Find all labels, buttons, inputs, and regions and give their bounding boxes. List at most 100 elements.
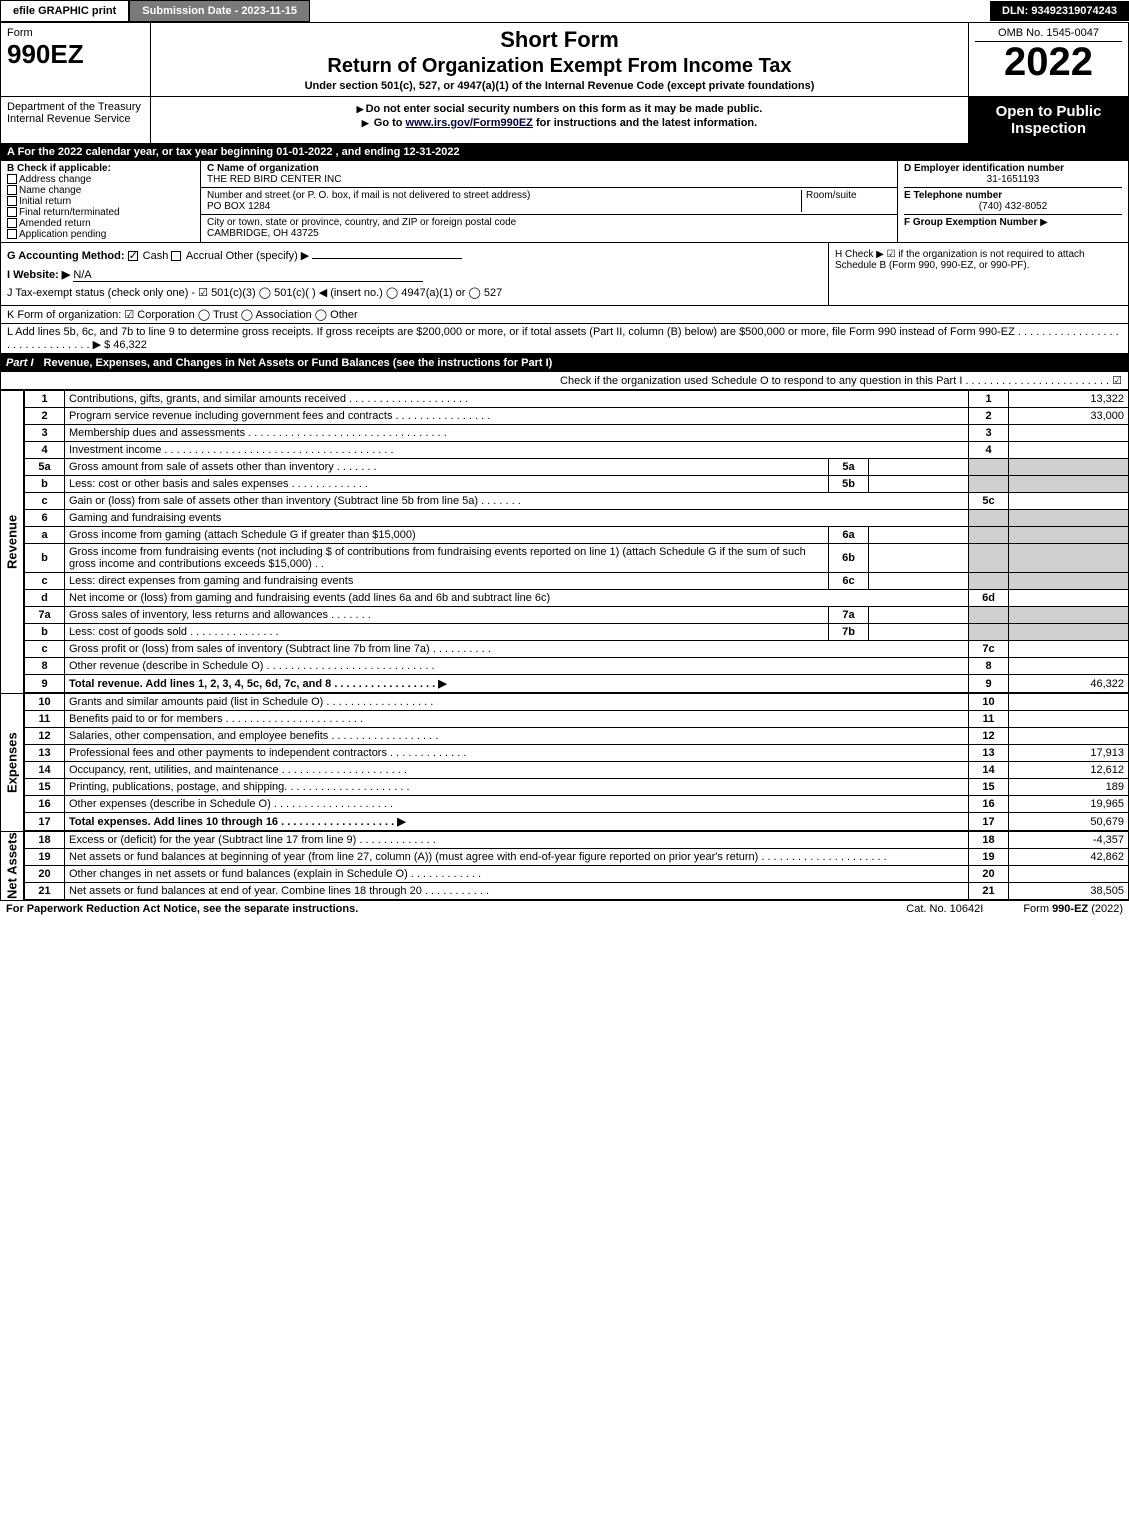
- line-17: 17Total expenses. Add lines 10 through 1…: [25, 813, 1129, 831]
- netassets-label: Net Assets: [0, 831, 24, 900]
- line-l: L Add lines 5b, 6c, and 7b to line 9 to …: [0, 324, 1129, 354]
- line-20: 20Other changes in net assets or fund ba…: [25, 866, 1129, 883]
- org-name: THE RED BIRD CENTER INC: [207, 174, 891, 185]
- tel-value: (740) 432-8052: [904, 201, 1122, 212]
- ein-value: 31-1651193: [904, 174, 1122, 185]
- form-990ez-page: efile GRAPHIC print Submission Date - 20…: [0, 0, 1129, 917]
- expenses-table: 10Grants and similar amounts paid (list …: [24, 693, 1129, 831]
- line-5c: cGain or (loss) from sale of assets othe…: [25, 493, 1129, 510]
- line-6c: cLess: direct expenses from gaming and f…: [25, 573, 1129, 590]
- footer-mid: Cat. No. 10642I: [906, 903, 983, 915]
- cb-address-change[interactable]: Address change: [7, 174, 194, 185]
- submission-date-button[interactable]: Submission Date - 2023-11-15: [129, 0, 310, 22]
- box-d-e-f: D Employer identification number 31-1651…: [898, 161, 1128, 242]
- line-1: 1Contributions, gifts, grants, and simil…: [25, 391, 1129, 408]
- cash-label: Cash: [143, 250, 169, 262]
- line-10: 10Grants and similar amounts paid (list …: [25, 694, 1129, 711]
- short-form-title: Short Form: [155, 27, 964, 53]
- topbar: efile GRAPHIC print Submission Date - 20…: [0, 0, 1129, 23]
- line-j: J Tax-exempt status (check only one) - ☑…: [7, 286, 822, 299]
- line-19: 19Net assets or fund balances at beginni…: [25, 849, 1129, 866]
- city-row: City or town, state or province, country…: [201, 215, 897, 241]
- line-5b: bLess: cost or other basis and sales exp…: [25, 476, 1129, 493]
- line-14: 14Occupancy, rent, utilities, and mainte…: [25, 762, 1129, 779]
- accrual-label: Accrual: [186, 250, 223, 262]
- cb-name-change[interactable]: Name change: [7, 185, 194, 196]
- addr-row: Number and street (or P. O. box, if mail…: [201, 188, 897, 215]
- dept-box: Department of the Treasury Internal Reve…: [1, 97, 151, 143]
- line-3: 3Membership dues and assessments . . . .…: [25, 425, 1129, 442]
- other-specify-input[interactable]: [312, 258, 462, 259]
- website-input[interactable]: N/A: [73, 269, 423, 282]
- notes-box: Do not enter social security numbers on …: [151, 97, 968, 143]
- line-4: 4Investment income . . . . . . . . . . .…: [25, 442, 1129, 459]
- expenses-group: Expenses 10Grants and similar amounts pa…: [0, 693, 1129, 831]
- line-15: 15Printing, publications, postage, and s…: [25, 779, 1129, 796]
- box-c: C Name of organization THE RED BIRD CENT…: [201, 161, 898, 242]
- part-1-header: Part I Revenue, Expenses, and Changes in…: [0, 354, 1129, 372]
- form-title-box: Short Form Return of Organization Exempt…: [151, 23, 968, 96]
- cb-cash[interactable]: [128, 251, 138, 261]
- line-6: 6Gaming and fundraising events: [25, 510, 1129, 527]
- omb-year-box: OMB No. 1545-0047 2022: [968, 23, 1128, 96]
- line-7c: cGross profit or (loss) from sales of in…: [25, 641, 1129, 658]
- efile-print-button[interactable]: efile GRAPHIC print: [0, 0, 129, 22]
- tax-year: 2022: [975, 42, 1122, 82]
- cb-final-return[interactable]: Final return/terminated: [7, 207, 194, 218]
- line-k: K Form of organization: ☑ Corporation ◯ …: [0, 306, 1129, 324]
- revenue-label: Revenue: [0, 390, 24, 693]
- arrow-icon: ▶: [1040, 217, 1048, 228]
- note-2-pre: Go to: [374, 117, 406, 129]
- line-i-label: I Website: ▶: [7, 269, 70, 281]
- main-title: Return of Organization Exempt From Incom…: [155, 55, 964, 78]
- subtitle: Under section 501(c), 527, or 4947(a)(1)…: [155, 80, 964, 92]
- line-6a: aGross income from gaming (attach Schedu…: [25, 527, 1129, 544]
- line-7a: 7aGross sales of inventory, less returns…: [25, 607, 1129, 624]
- revenue-group: Revenue 1Contributions, gifts, grants, a…: [0, 390, 1129, 693]
- line-5a: 5aGross amount from sale of assets other…: [25, 459, 1129, 476]
- cb-initial-return[interactable]: Initial return: [7, 196, 194, 207]
- bcd-row: B Check if applicable: Address change Na…: [0, 161, 1129, 243]
- group-exemption-label: F Group Exemption Number: [904, 217, 1037, 228]
- footer: For Paperwork Reduction Act Notice, see …: [0, 900, 1129, 917]
- part-1-title: Revenue, Expenses, and Changes in Net As…: [44, 357, 1123, 369]
- addr-label: Number and street (or P. O. box, if mail…: [207, 190, 801, 201]
- addr-value: PO BOX 1284: [207, 201, 801, 212]
- line-8: 8Other revenue (describe in Schedule O) …: [25, 658, 1129, 675]
- box-b-title: B Check if applicable:: [7, 163, 194, 174]
- expenses-label: Expenses: [0, 693, 24, 831]
- note-2: Go to www.irs.gov/Form990EZ for instruct…: [155, 117, 964, 129]
- line-h: H Check ▶ ☑ if the organization is not r…: [828, 243, 1128, 305]
- room-suite-label: Room/suite: [801, 190, 891, 212]
- note-1: Do not enter social security numbers on …: [155, 103, 964, 115]
- header-row-1: Form 990EZ Short Form Return of Organiza…: [0, 23, 1129, 97]
- cb-amended-return[interactable]: Amended return: [7, 218, 194, 229]
- line-7b: bLess: cost of goods sold . . . . . . . …: [25, 624, 1129, 641]
- line-9: 9Total revenue. Add lines 1, 2, 3, 4, 5c…: [25, 675, 1129, 693]
- line-2: 2Program service revenue including gover…: [25, 408, 1129, 425]
- line-13: 13Professional fees and other payments t…: [25, 745, 1129, 762]
- form-id-box: Form 990EZ: [1, 23, 151, 96]
- revenue-table: 1Contributions, gifts, grants, and simil…: [24, 390, 1129, 693]
- cb-application-pending[interactable]: Application pending: [7, 229, 194, 240]
- line-16: 16Other expenses (describe in Schedule O…: [25, 796, 1129, 813]
- line-18: 18Excess or (deficit) for the year (Subt…: [25, 832, 1129, 849]
- ein-label: D Employer identification number: [904, 163, 1122, 174]
- org-name-label: C Name of organization: [207, 163, 891, 174]
- other-label: Other (specify) ▶: [226, 250, 310, 262]
- footer-left: For Paperwork Reduction Act Notice, see …: [6, 903, 358, 915]
- line-6b: bGross income from fundraising events (n…: [25, 544, 1129, 573]
- line-g: G Accounting Method: Cash Accrual Other …: [1, 243, 828, 305]
- line-21: 21Net assets or fund balances at end of …: [25, 883, 1129, 900]
- gh-row: G Accounting Method: Cash Accrual Other …: [0, 243, 1129, 306]
- netassets-group: Net Assets 18Excess or (deficit) for the…: [0, 831, 1129, 900]
- city-value: CAMBRIDGE, OH 43725: [207, 228, 891, 239]
- cb-accrual[interactable]: [171, 251, 181, 261]
- irs-link[interactable]: www.irs.gov/Form990EZ: [406, 117, 533, 129]
- dln-label: DLN: 93492319074243: [990, 1, 1129, 21]
- line-11: 11Benefits paid to or for members . . . …: [25, 711, 1129, 728]
- box-b: B Check if applicable: Address change Na…: [1, 161, 201, 242]
- city-label: City or town, state or province, country…: [207, 217, 891, 228]
- footer-right: Form 990-EZ (2022): [1023, 903, 1123, 915]
- org-name-row: C Name of organization THE RED BIRD CENT…: [201, 161, 897, 188]
